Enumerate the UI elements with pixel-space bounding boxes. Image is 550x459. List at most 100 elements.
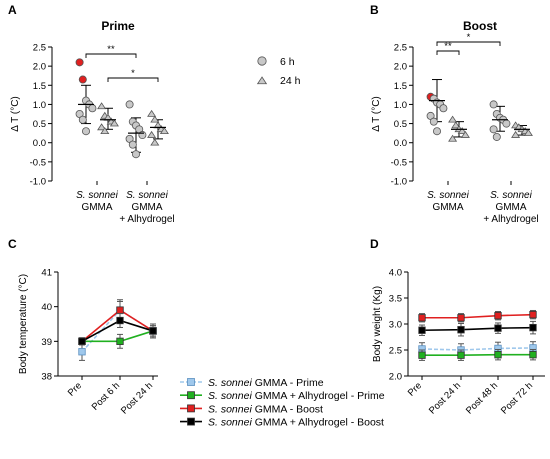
significance-bracket: [436, 50, 460, 55]
significance-bracket: [107, 77, 159, 82]
data-point: [82, 127, 91, 136]
panel-letter: D: [370, 237, 379, 251]
data-point: [457, 326, 465, 334]
panel-title: Prime: [101, 19, 135, 33]
data-point: [418, 351, 426, 359]
y-tick-label: 4.0: [389, 268, 402, 279]
data-point: [451, 121, 461, 129]
data-point: [429, 117, 438, 126]
data-point: [128, 140, 137, 149]
series-line: [421, 347, 534, 351]
legend-label-rest: GMMA + Alhydrogel - Prime: [252, 390, 385, 402]
legend-label: S. sonnei GMMA - Boost: [208, 403, 323, 415]
data-point: [489, 100, 498, 109]
panel-b: B Boost -1.0 -0.5 0.0 0.5 1.0 1.5 2.0 2.5 Δ T (°C)…: [370, 3, 539, 225]
y-tick-label: 3.5: [389, 294, 402, 305]
legend-label: S. sonnei GMMA - Prime: [208, 377, 324, 389]
data-point: [88, 104, 97, 113]
y-tick-label: 1.0: [394, 100, 407, 111]
x-tick-label: Post 48 h: [464, 380, 500, 416]
x-tick-label: + Alhydrogel: [483, 214, 538, 225]
y-tick-label: 2.0: [389, 372, 402, 383]
y-tick-label: -0.5: [30, 157, 46, 168]
y-tick-label: 2.5: [394, 43, 407, 54]
data-point: [529, 310, 537, 319]
x-tick-label: Post 72 h: [499, 380, 535, 416]
x-tick-label: GMMA: [131, 202, 162, 213]
x-tick-label: GMMA: [495, 202, 526, 213]
panel-letter: A: [8, 3, 17, 17]
legend-label-italic: S. sonnei: [208, 417, 252, 429]
data-point: [439, 104, 448, 113]
y-tick-label: 38: [41, 372, 52, 383]
data-point: [149, 327, 157, 335]
legend-marker: [187, 417, 195, 426]
data-point: [502, 119, 511, 128]
data-point: [159, 127, 169, 135]
data-point: [78, 337, 86, 345]
data-point: [494, 324, 502, 332]
x-tick-label: S. sonnei: [427, 190, 469, 201]
y-axis-label: Body temperature (°C): [18, 274, 29, 374]
y-tick-label: -0.5: [391, 157, 407, 168]
panel-letter: C: [8, 237, 17, 251]
data-point: [138, 131, 147, 140]
series-line: [81, 309, 154, 342]
data-point: [125, 100, 134, 109]
significance-label: **: [444, 41, 452, 52]
data-point: [418, 314, 426, 322]
legend-marker: [187, 404, 195, 413]
legend-label-rest: GMMA - Prime: [252, 377, 324, 389]
y-tick-label: 1.5: [394, 81, 407, 92]
data-point: [418, 326, 426, 334]
legend-label-rest: GMMA + Alhydrogel - Boost: [252, 417, 384, 429]
legend-label: S. sonnei GMMA + Alhydrogel - Boost: [208, 417, 384, 429]
significance-bracket: [85, 53, 137, 58]
y-axis-label: Body weight (Kg): [372, 286, 383, 362]
data-point: [460, 130, 470, 138]
x-tick-label: S. sonnei: [76, 190, 118, 201]
x-tick-label: + Alhydrogel: [119, 214, 174, 225]
data-point: [97, 123, 107, 131]
data-point: [116, 316, 124, 325]
series-line: [422, 353, 533, 357]
data-point: [116, 337, 124, 345]
data-point: [529, 351, 537, 359]
data-point: [147, 109, 157, 117]
legend-label-rest: GMMA - Boost: [252, 403, 323, 415]
series-line: [421, 326, 534, 332]
legend-label: 6 h: [280, 56, 295, 68]
x-tick-label: S. sonnei: [490, 190, 532, 201]
legend-top: 6 h 24 h: [256, 56, 301, 87]
data-point: [489, 125, 498, 134]
y-tick-label: 1.0: [33, 100, 46, 111]
legend-bottom: S. sonnei GMMA - Prime S. sonnei GMMA + A…: [180, 377, 385, 429]
y-tick-label: 2.5: [33, 43, 46, 54]
data-point: [78, 115, 87, 124]
y-tick-label: -1.0: [391, 177, 407, 188]
y-axis-label: Δ T (°C): [371, 96, 382, 132]
legend-marker: [256, 76, 268, 85]
legend-label-italic: S. sonnei: [208, 403, 252, 415]
data-point: [432, 127, 441, 136]
data-point: [78, 348, 86, 356]
y-tick-label: 3.0: [389, 320, 402, 331]
x-tick-label: GMMA: [432, 202, 463, 213]
data-point: [109, 119, 119, 127]
y-tick-label: -1.0: [30, 177, 46, 188]
significance-bracket: [436, 41, 501, 46]
data-point: [529, 323, 537, 332]
data-point: [523, 128, 533, 136]
data-point: [150, 138, 160, 146]
data-point: [116, 306, 124, 314]
y-tick-label: 2.5: [389, 346, 402, 357]
data-point: [448, 134, 458, 142]
x-tick-label: Pre: [406, 380, 424, 398]
data-point: [100, 127, 110, 135]
y-tick-label: 0.0: [33, 138, 46, 149]
panel-title: Boost: [463, 19, 497, 33]
y-tick-label: 2.0: [33, 62, 46, 73]
legend-label: 24 h: [280, 75, 301, 87]
y-tick-label: 1.5: [33, 81, 46, 92]
